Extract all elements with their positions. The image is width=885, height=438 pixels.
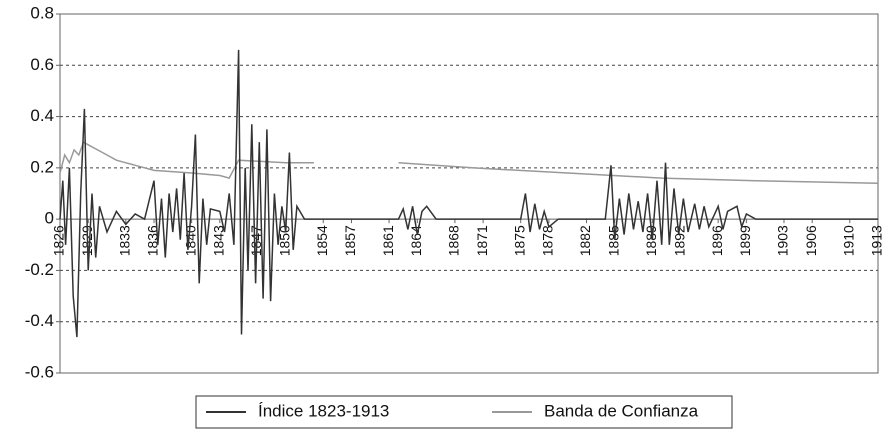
legend-box <box>195 395 733 429</box>
x-tick-label: 1861 <box>380 225 396 256</box>
x-tick-label: 1910 <box>840 225 856 256</box>
x-tick-label: 1892 <box>671 225 687 256</box>
series-line <box>59 141 879 184</box>
y-tick-label: 0.8 <box>30 3 54 22</box>
x-tick-label: 1864 <box>408 225 424 256</box>
x-tick-label: 1882 <box>577 225 593 256</box>
y-tick-label: -0.2 <box>25 260 54 279</box>
x-tick-label: 1833 <box>117 225 133 256</box>
x-tick-label: 1857 <box>342 225 358 256</box>
x-tick-label: 1843 <box>211 225 227 256</box>
x-tick-label: 1896 <box>709 225 725 256</box>
x-tick-label: 1913 <box>869 225 885 256</box>
x-tick-label: 1878 <box>540 225 556 256</box>
x-tick-label: 1868 <box>446 225 462 256</box>
legend-label: Índice 1823-1913 <box>258 401 389 420</box>
legend-label: Banda de Confianza <box>544 401 699 420</box>
x-tick-label: 1850 <box>276 225 292 256</box>
x-tick-label: 1899 <box>737 225 753 256</box>
x-tick-label: 1889 <box>643 225 659 256</box>
x-tick-label: 1854 <box>314 225 330 256</box>
y-tick-label: 0 <box>45 209 54 228</box>
series-line <box>59 49 878 338</box>
x-tick-label: 1885 <box>605 225 621 256</box>
y-tick-label: -0.6 <box>25 362 54 381</box>
x-tick-label: 1903 <box>775 225 791 256</box>
x-tick-label: 1906 <box>803 225 819 256</box>
plot-frame <box>59 13 879 374</box>
y-tick-label: 0.4 <box>30 106 54 125</box>
x-tick-label: 1826 <box>51 225 67 256</box>
y-tick-label: -0.4 <box>25 311 54 330</box>
y-tick-label: 0.2 <box>30 157 54 176</box>
x-tick-label: 1871 <box>474 225 490 256</box>
y-tick-label: 0.6 <box>30 55 54 74</box>
x-tick-label: 1875 <box>511 225 527 256</box>
